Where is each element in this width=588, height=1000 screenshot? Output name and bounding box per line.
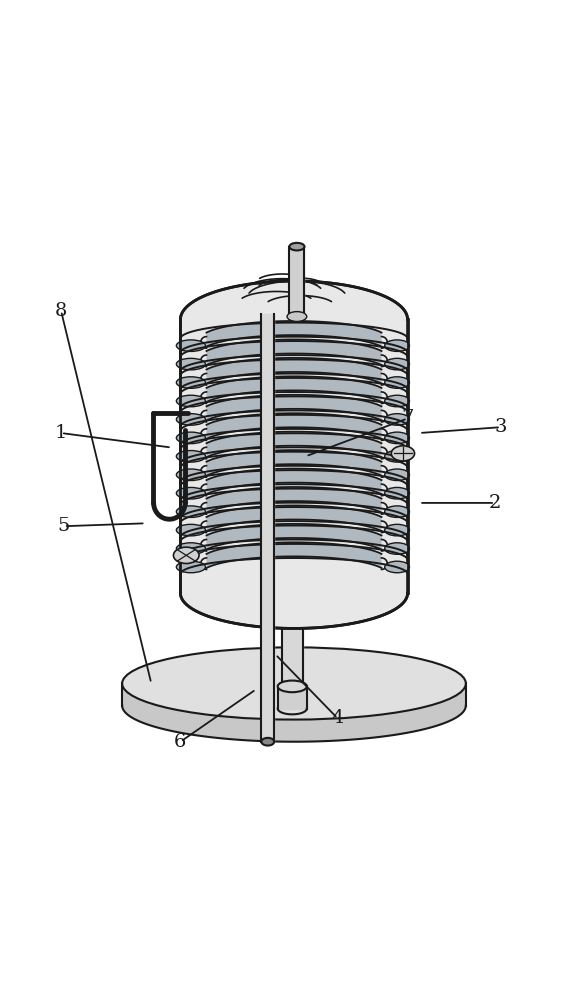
Ellipse shape [176,524,205,536]
Ellipse shape [176,358,205,370]
Ellipse shape [262,738,274,746]
Ellipse shape [173,547,199,563]
Polygon shape [181,281,407,628]
Polygon shape [206,542,382,568]
Ellipse shape [385,543,409,554]
Polygon shape [206,376,382,402]
Ellipse shape [391,446,415,461]
Ellipse shape [176,506,205,517]
Ellipse shape [176,487,205,499]
Ellipse shape [176,543,205,554]
Ellipse shape [385,561,409,573]
Text: 1: 1 [55,424,67,442]
Ellipse shape [122,647,466,720]
Polygon shape [206,487,382,513]
Polygon shape [206,413,382,439]
Polygon shape [206,432,382,457]
Ellipse shape [176,561,205,573]
Ellipse shape [385,487,409,499]
Ellipse shape [385,432,409,444]
Polygon shape [206,321,382,347]
Ellipse shape [385,395,409,407]
Ellipse shape [385,340,409,351]
Text: 6: 6 [174,733,186,751]
Text: 7: 7 [402,409,414,427]
Polygon shape [206,339,382,365]
Ellipse shape [176,377,205,388]
Ellipse shape [176,451,205,462]
Polygon shape [206,358,382,384]
Ellipse shape [385,414,409,425]
Ellipse shape [385,451,409,462]
Polygon shape [206,505,382,531]
Ellipse shape [385,524,409,536]
Ellipse shape [278,681,307,692]
Polygon shape [206,469,382,494]
Text: 8: 8 [55,302,67,320]
Ellipse shape [176,395,205,407]
Polygon shape [122,683,466,742]
Text: 2: 2 [489,494,501,512]
Ellipse shape [176,340,205,351]
Text: 3: 3 [495,418,507,436]
Ellipse shape [289,243,305,250]
Polygon shape [206,450,382,476]
Ellipse shape [385,469,409,481]
Polygon shape [206,395,382,420]
Ellipse shape [176,432,205,444]
Polygon shape [206,524,382,550]
Ellipse shape [385,377,409,388]
Text: 4: 4 [332,709,344,727]
Ellipse shape [176,469,205,481]
Ellipse shape [176,414,205,425]
Text: 5: 5 [58,517,70,535]
Ellipse shape [385,506,409,517]
Ellipse shape [287,312,307,321]
Ellipse shape [385,358,409,370]
